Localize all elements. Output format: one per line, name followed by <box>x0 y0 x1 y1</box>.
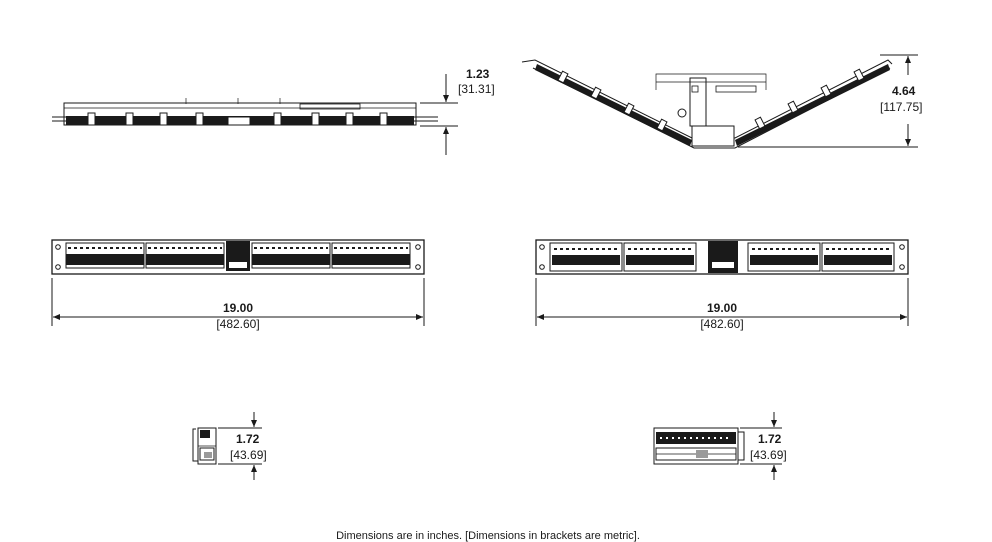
dimension-height-top-flat: 1.23 [31.31] <box>420 67 495 155</box>
dimension-width-front-angled: 19.00 [482.60] <box>535 278 909 331</box>
width-inches-label: 19.00 <box>223 301 253 315</box>
front-flat-port-block-3 <box>251 242 331 269</box>
front-flat-port-block-4 <box>331 242 411 269</box>
dimension-width-front-flat: 19.00 [482.60] <box>51 278 425 331</box>
top-view-flat-panel <box>52 98 438 126</box>
front-flat-port-block-1 <box>65 242 145 269</box>
side-view-angled-panel <box>653 427 745 465</box>
front-angled-port-block-2 <box>623 242 697 272</box>
units-footnote: Dimensions are in inches. [Dimensions in… <box>336 530 640 542</box>
front-angled-port-block-1 <box>549 242 623 272</box>
width-metric-label-angled: [482.60] <box>700 317 743 331</box>
side-height-inches-label: 1.72 <box>236 432 260 446</box>
front-angled-port-block-4 <box>821 242 895 272</box>
depth-inches-label: 4.64 <box>892 84 916 98</box>
dimension-height-side-flat: 1.72 [43.69] <box>218 412 267 480</box>
front-flat-port-block-2 <box>145 242 225 269</box>
height-metric-label: [31.31] <box>458 82 495 96</box>
angled-left-port-tabs <box>557 70 668 132</box>
width-inches-label-angled: 19.00 <box>707 301 737 315</box>
depth-metric-label: [117.75] <box>880 100 922 114</box>
side-view-flat-panel <box>192 427 217 465</box>
front-angled-port-block-3 <box>747 242 821 272</box>
top-view-angled-panel <box>521 59 893 149</box>
side-height-metric-label-angled: [43.69] <box>750 448 787 462</box>
front-flat-center-module <box>226 241 250 271</box>
front-angled-center-module <box>708 241 738 273</box>
height-inches-label: 1.23 <box>466 67 490 81</box>
dimension-depth-top-angled: 4.64 [117.75] <box>738 54 922 148</box>
width-metric-label: [482.60] <box>216 317 259 331</box>
dimension-height-side-angled: 1.72 [43.69] <box>740 412 787 480</box>
side-height-metric-label: [43.69] <box>230 448 267 462</box>
side-height-inches-label-angled: 1.72 <box>758 432 782 446</box>
angled-right-port-tabs <box>754 68 865 130</box>
front-view-flat-panel <box>51 239 425 275</box>
front-view-angled-panel <box>535 239 909 275</box>
top-view-port-tabs <box>87 112 388 126</box>
